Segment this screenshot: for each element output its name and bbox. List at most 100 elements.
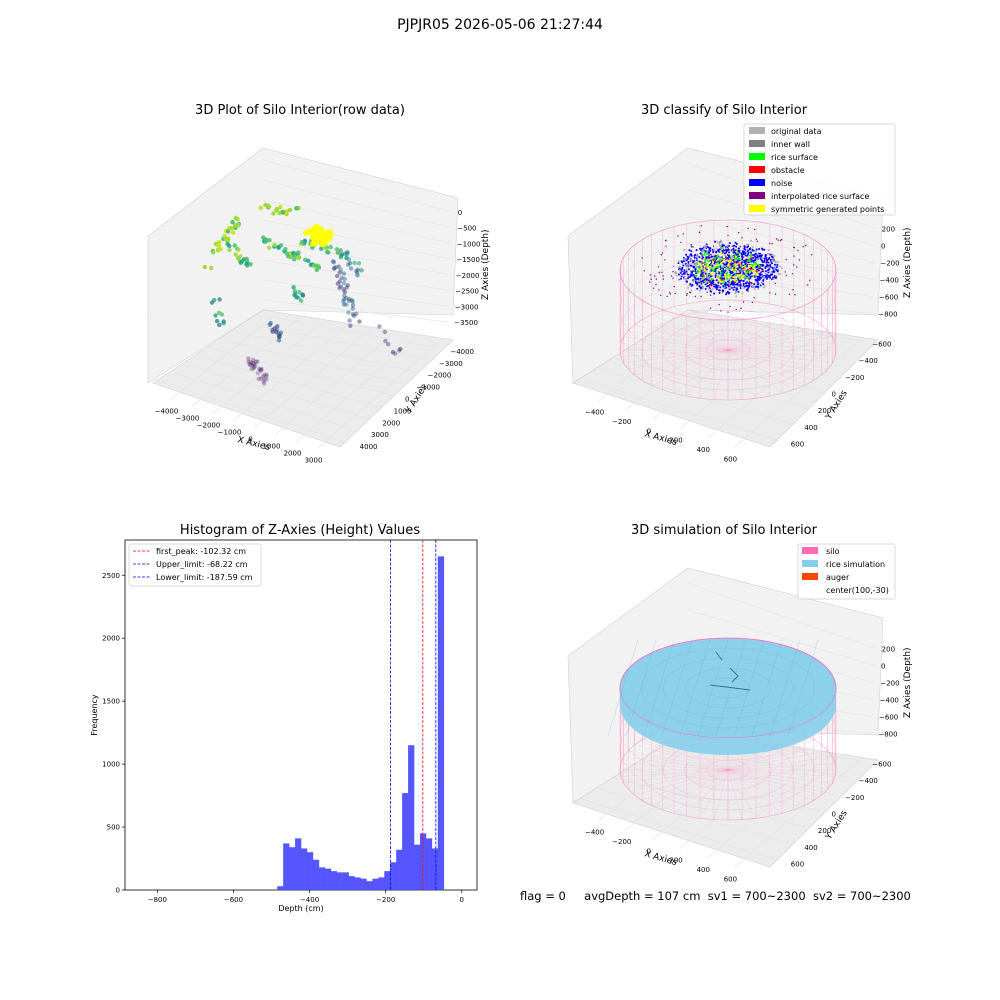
classified-point <box>750 239 753 242</box>
classified-point <box>643 270 646 272</box>
data-point <box>359 268 364 273</box>
classified-point <box>755 270 758 273</box>
data-point <box>267 238 272 243</box>
classified-point <box>704 265 707 268</box>
classified-point <box>685 259 688 262</box>
classified-point <box>802 246 804 248</box>
classified-point <box>704 287 707 290</box>
data-point <box>296 255 301 261</box>
plot4-title: 3D simulation of Silo Interior <box>631 523 817 538</box>
classified-point <box>708 249 711 252</box>
data-point <box>347 318 352 323</box>
classified-point <box>720 251 723 254</box>
classified-point <box>703 267 706 270</box>
x-tick-label: 1000 <box>263 443 281 451</box>
classified-point <box>732 245 734 248</box>
data-point <box>251 366 256 371</box>
classified-point <box>725 263 728 266</box>
classified-point <box>736 288 739 291</box>
x-tick-label: −3000 <box>176 415 200 423</box>
classified-point <box>705 243 708 246</box>
classified-point <box>704 279 707 282</box>
classified-point <box>753 283 756 285</box>
classified-point <box>772 269 775 272</box>
data-point <box>292 253 298 258</box>
classified-point <box>767 266 770 269</box>
histogram-bar <box>414 844 421 890</box>
histogram-y-label: Frequency <box>90 694 99 736</box>
classified-point <box>723 253 726 256</box>
histogram-bar <box>342 872 349 890</box>
silo-floor-spoke <box>634 324 729 351</box>
classified-point <box>675 272 678 275</box>
data-point <box>345 283 350 288</box>
classified-point <box>804 244 807 247</box>
classified-point <box>700 266 703 269</box>
classified-point <box>764 265 767 268</box>
silo-floor-spoke <box>673 349 729 394</box>
plot4-legend: silo rice simulation auger center(100,-30) <box>797 543 896 600</box>
classified-point <box>694 275 697 278</box>
grid-line <box>230 330 416 373</box>
classified-point <box>771 242 773 245</box>
y-tick-label: 1000 <box>102 761 120 769</box>
classified-point <box>738 250 740 253</box>
figure-title: PJPJR05 2026-05-06 21:27:44 <box>397 17 603 33</box>
data-point <box>292 289 298 294</box>
classified-point <box>733 278 736 281</box>
classified-point <box>720 271 723 274</box>
data-point <box>216 241 222 247</box>
classified-point <box>747 227 749 230</box>
classified-point <box>702 250 704 253</box>
data-point <box>264 377 269 382</box>
classified-point <box>749 248 751 251</box>
silo-floor-spoke <box>662 769 729 810</box>
data-point <box>231 230 236 235</box>
data-point <box>337 285 342 291</box>
classified-point <box>735 250 738 253</box>
classified-point <box>726 277 729 280</box>
classified-point <box>680 277 682 280</box>
data-point <box>251 357 256 363</box>
data-point <box>346 310 351 315</box>
classified-point <box>733 261 736 263</box>
x-tick-label: −1000 <box>218 429 242 437</box>
y-tick-label: 2000 <box>102 635 120 643</box>
classified-point <box>791 273 794 275</box>
classified-point <box>762 263 764 266</box>
plot2-legend: original data inner wall rice surface obsta… <box>743 123 896 216</box>
classified-point <box>752 267 755 270</box>
classified-point <box>710 259 713 262</box>
data-point <box>292 257 297 262</box>
histogram-axes-frame <box>124 539 478 891</box>
classified-point <box>764 253 767 256</box>
classified-point <box>735 245 738 248</box>
silo-floor-spoke <box>642 319 729 351</box>
data-point <box>227 247 232 253</box>
silo-floor-spoke <box>620 349 729 357</box>
y-tick-label: 0 <box>405 396 409 404</box>
plot2-z-ticks: 200 0 −200 −400 −600 −800 <box>878 226 899 319</box>
classified-point <box>747 282 750 285</box>
data-point <box>333 265 338 270</box>
data-point <box>258 367 263 373</box>
grid-line <box>631 767 820 811</box>
data-point <box>225 229 231 234</box>
classified-point <box>743 270 746 273</box>
classified-point <box>717 265 720 268</box>
classified-point <box>741 237 743 239</box>
classified-point <box>666 295 668 298</box>
classified-point <box>682 272 685 275</box>
classified-point <box>728 254 731 257</box>
data-point <box>267 245 272 250</box>
plot4-floor-pane <box>572 729 879 868</box>
classified-point <box>702 286 704 289</box>
classified-point <box>684 257 687 260</box>
classified-point <box>755 263 758 266</box>
data-point <box>230 219 235 225</box>
classified-point <box>735 283 738 286</box>
classified-point <box>723 244 726 247</box>
classified-point <box>679 265 682 268</box>
classified-point <box>771 262 774 265</box>
classified-point <box>741 285 744 288</box>
